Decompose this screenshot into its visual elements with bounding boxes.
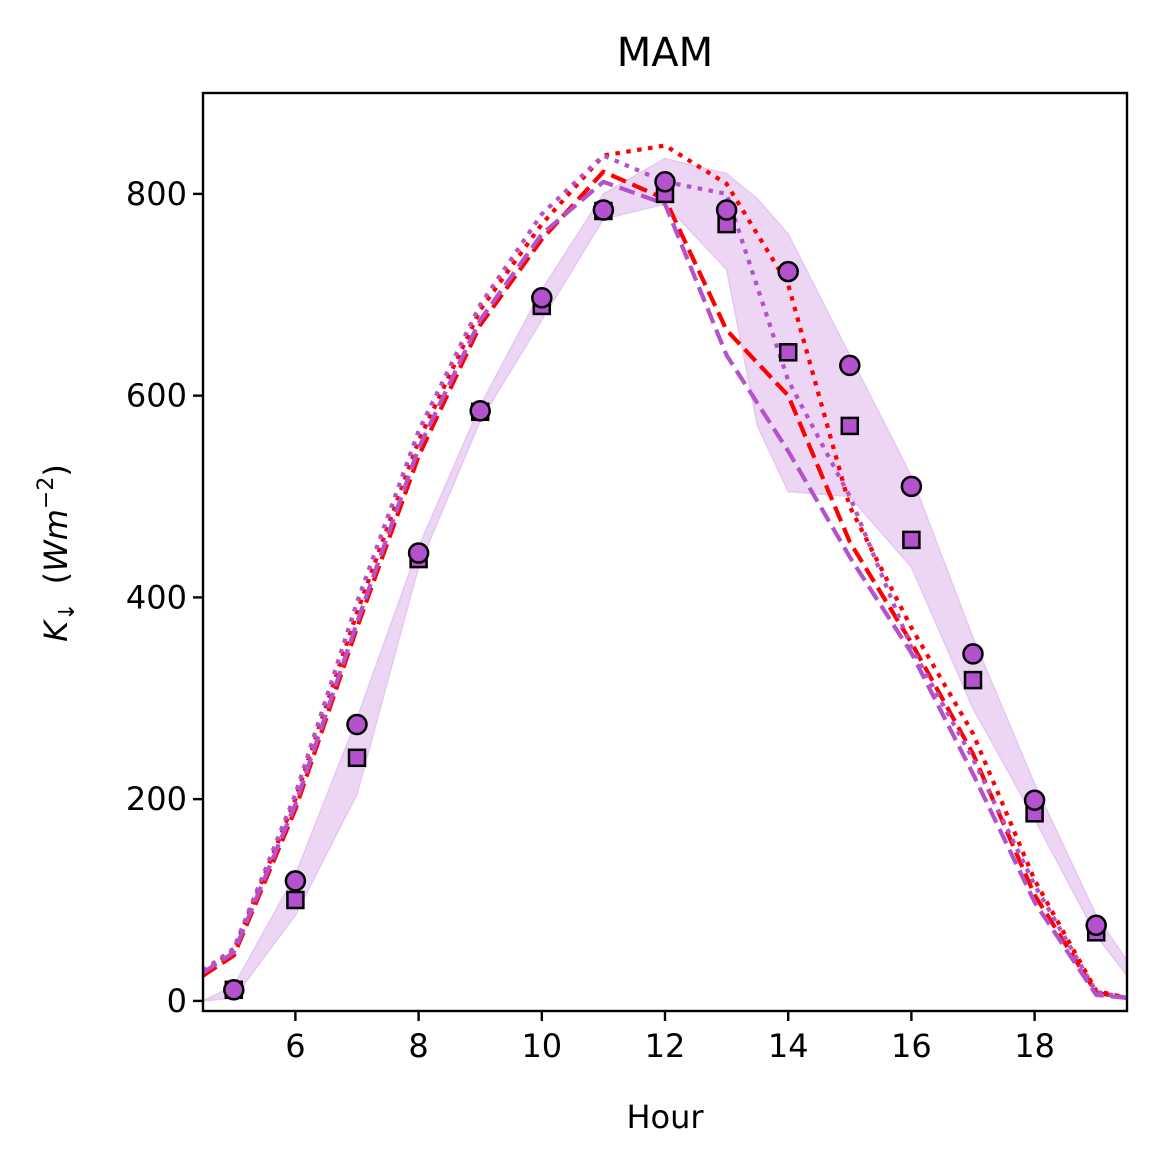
x-tick-label: 14	[768, 1027, 809, 1065]
x-axis-ticks: 6 8 10 12 14 16 18	[285, 1011, 1055, 1065]
y-tick-label: 800	[126, 175, 187, 213]
circle-marker	[962, 643, 984, 665]
circle-marker	[223, 979, 245, 1001]
square-marker	[778, 343, 798, 362]
circle-marker	[777, 260, 799, 283]
series-lines-layer	[203, 143, 1127, 1000]
circle-marker	[1023, 789, 1046, 811]
circle-marker	[1085, 914, 1107, 937]
y-tick-label: 400	[126, 578, 187, 616]
circle-marker	[284, 870, 307, 892]
y-axis-label-unit-close: )	[37, 464, 75, 476]
x-axis-label: Hour	[626, 1098, 704, 1136]
circle-marker	[715, 199, 738, 221]
x-tick-label: 8	[408, 1027, 428, 1065]
spread-band-layer	[203, 157, 1127, 1002]
y-axis-ticks: 0 200 400 600 800	[126, 175, 203, 1020]
circle-marker	[900, 475, 923, 498]
y-axis-label-exponent: −2	[34, 477, 59, 509]
x-tick-label: 12	[645, 1027, 686, 1065]
y-axis-label-subscript: ↓	[55, 602, 80, 620]
series-line-dotted-purple	[203, 153, 1127, 1000]
y-tick-label: 200	[126, 780, 187, 818]
circle-marker	[346, 713, 368, 736]
series-line-dashed-red	[203, 169, 1127, 1000]
y-tick-label: 0	[167, 982, 187, 1020]
square-marker	[902, 530, 921, 550]
markers-layer	[223, 171, 1107, 1001]
circle-marker	[839, 354, 861, 377]
series-line-dashed-purple	[203, 179, 1127, 1000]
circle-marker	[654, 171, 676, 193]
square-marker	[840, 416, 860, 436]
plot-frame	[201, 91, 1129, 1013]
x-tick-label: 6	[285, 1027, 305, 1065]
series-line-dotted-red	[203, 143, 1127, 1000]
y-axis-label: K↓ (Wm−2)	[34, 464, 80, 642]
spread-band	[203, 157, 1127, 1002]
plot-area	[203, 143, 1127, 1002]
x-tick-label: 18	[1014, 1027, 1055, 1065]
chart-title: MAM	[617, 30, 713, 76]
square-marker	[347, 748, 367, 768]
x-tick-label: 16	[891, 1027, 932, 1065]
circle-marker	[469, 400, 491, 422]
y-axis-label-unit-open: (	[37, 572, 75, 584]
circle-marker	[592, 199, 615, 221]
y-axis-label-symbol: K	[37, 618, 75, 642]
circle-marker	[531, 287, 553, 309]
y-tick-label: 600	[126, 377, 187, 415]
circle-marker	[407, 542, 430, 564]
square-marker	[286, 890, 305, 910]
y-axis-label-unit: Wm	[37, 509, 75, 572]
square-marker	[963, 670, 983, 690]
x-tick-label: 10	[521, 1027, 562, 1065]
